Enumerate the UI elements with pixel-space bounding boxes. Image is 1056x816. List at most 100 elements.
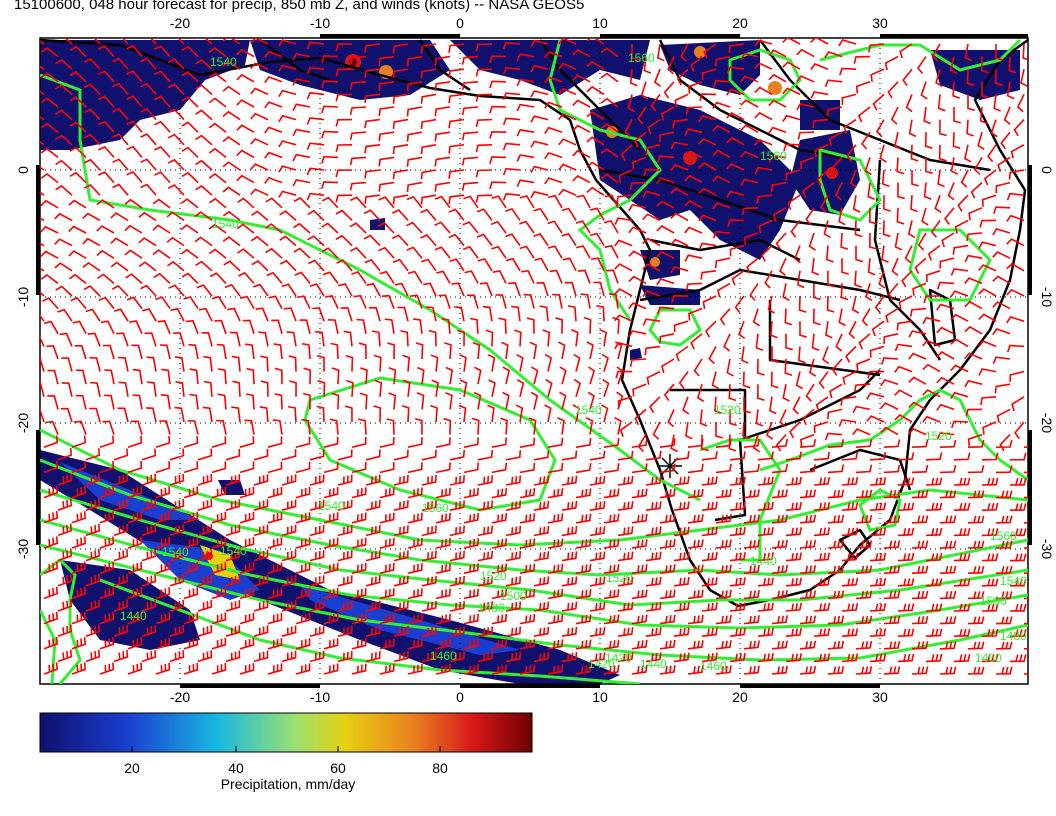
wind-barb xyxy=(700,270,717,280)
wind-barb xyxy=(572,99,591,108)
wind-barb xyxy=(85,523,101,537)
wind-barb xyxy=(474,366,482,385)
wind-barb xyxy=(787,194,801,210)
wind-barb xyxy=(388,392,397,410)
wind-barb xyxy=(723,333,731,352)
wind-barb xyxy=(292,103,311,111)
wind-barb xyxy=(840,283,849,301)
wind-barb xyxy=(71,561,87,574)
wind-barb xyxy=(69,71,87,83)
wind-barb xyxy=(908,352,927,360)
wind-barb xyxy=(687,614,704,625)
wind-barb xyxy=(1006,238,1025,247)
wind-barb xyxy=(185,319,199,335)
wind-barb xyxy=(281,449,297,461)
wind-barb xyxy=(283,307,297,322)
wind-barb xyxy=(98,95,115,108)
wind-barb xyxy=(852,405,871,414)
wind-barb xyxy=(1022,43,1028,61)
wind-barb xyxy=(441,317,451,334)
wind-barb xyxy=(155,536,171,549)
wind-barb xyxy=(174,406,185,423)
wind-barb xyxy=(462,245,479,259)
wind-barb xyxy=(663,383,675,402)
wind-barb xyxy=(431,379,439,397)
wind-barb xyxy=(547,220,563,234)
wind-barb xyxy=(378,196,395,209)
wind-barb xyxy=(146,381,157,397)
wind-barb xyxy=(757,552,774,562)
wind-barb xyxy=(782,384,790,402)
wind-barb xyxy=(659,539,676,549)
wind-barb xyxy=(999,434,1011,452)
wind-barb xyxy=(208,46,227,58)
wind-barb xyxy=(922,316,941,325)
wind-barb xyxy=(349,81,367,90)
wind-barb xyxy=(413,318,423,334)
wind-barb xyxy=(659,665,676,675)
wind-barb xyxy=(712,202,731,210)
wind-barb xyxy=(768,155,787,163)
wind-barb xyxy=(964,254,983,263)
wind-barb xyxy=(337,474,353,486)
wind-barb xyxy=(127,435,143,448)
wind-barb xyxy=(264,76,283,84)
wind-barb xyxy=(698,214,717,222)
wind-barb xyxy=(575,614,592,625)
contour-label: 1520 xyxy=(606,571,633,585)
wind-barb xyxy=(197,574,213,587)
wind-barb xyxy=(68,250,87,259)
wind-barb xyxy=(516,78,535,87)
wind-barb xyxy=(236,48,255,58)
wind-barb xyxy=(1009,578,1027,587)
wind-barb xyxy=(40,314,45,322)
wind-barb xyxy=(155,662,171,675)
wind-barb xyxy=(505,576,522,587)
wind-barb xyxy=(155,486,171,499)
wind-barb xyxy=(760,245,773,262)
wind-barb xyxy=(505,450,522,461)
wind-barb xyxy=(701,551,718,562)
wind-barb xyxy=(181,96,199,108)
wind-barb xyxy=(113,448,129,461)
wind-barb xyxy=(634,408,647,426)
wind-barb xyxy=(729,451,746,461)
wind-barb xyxy=(406,55,423,67)
wind-barb xyxy=(637,434,647,453)
contour-label: 1540 xyxy=(162,545,189,559)
wind-barb xyxy=(209,197,227,209)
wind-barb xyxy=(754,111,773,121)
wind-barb xyxy=(911,170,919,187)
wind-barb xyxy=(183,486,199,499)
wind-barb xyxy=(726,66,745,74)
wind-barb xyxy=(685,282,703,292)
wind-barb xyxy=(448,233,465,247)
wind-barb xyxy=(559,366,567,385)
wind-barb xyxy=(925,578,943,587)
wind-barb xyxy=(939,565,957,574)
wind-barb xyxy=(272,419,283,435)
x-tick-bottom: 30 xyxy=(872,689,888,705)
wind-barb xyxy=(869,527,887,537)
wind-barb xyxy=(939,464,957,474)
wind-barb xyxy=(365,525,381,537)
wind-barb xyxy=(489,156,507,164)
wind-barb xyxy=(992,301,1011,310)
wind-barb xyxy=(169,524,185,537)
wind-barb xyxy=(802,181,815,199)
wind-barb xyxy=(995,43,1003,61)
wind-barb xyxy=(740,150,759,159)
wind-barb xyxy=(203,355,213,372)
wind-barb xyxy=(260,380,269,397)
wind-barb xyxy=(670,238,689,247)
wind-barb xyxy=(841,653,859,663)
wind-barb xyxy=(181,272,199,284)
wind-barb xyxy=(239,562,255,574)
wind-barb xyxy=(309,575,325,587)
wind-barb xyxy=(1023,673,1028,675)
wind-barb xyxy=(197,599,213,612)
wind-barb xyxy=(250,235,269,247)
wind-barb xyxy=(71,435,87,448)
wind-barb xyxy=(690,333,703,350)
wind-barb xyxy=(224,283,241,297)
